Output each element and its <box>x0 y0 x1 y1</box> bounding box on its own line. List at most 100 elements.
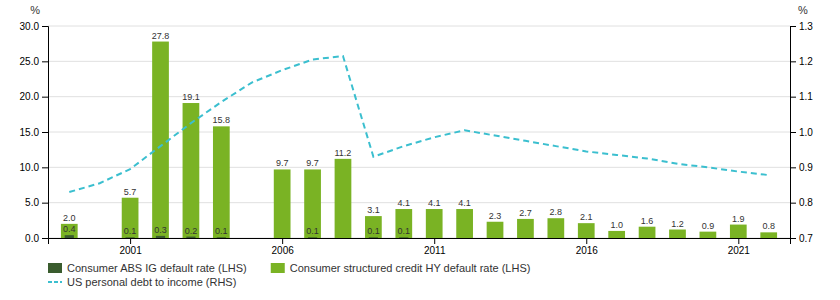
axis-line <box>42 27 49 239</box>
tick-label: 30.0 <box>20 21 40 32</box>
data-label: 11.2 <box>335 148 352 158</box>
tick-label: 15.0 <box>20 127 40 138</box>
tick: 25.0 <box>20 56 48 67</box>
data-label: 0.8 <box>762 221 775 231</box>
tick-mark <box>790 97 796 98</box>
tick: 1.2 <box>790 56 813 67</box>
tick-label: 2006 <box>272 245 295 256</box>
data-label: 5.7 <box>124 187 137 197</box>
tick-label: 2001 <box>119 245 142 256</box>
bar <box>399 237 408 238</box>
bar <box>669 230 686 238</box>
bar <box>730 225 747 238</box>
tick: 5.0 <box>25 197 48 208</box>
data-label: 2.0 <box>63 213 76 223</box>
tick: 2006 <box>272 238 295 256</box>
bar <box>760 232 777 238</box>
data-label: 1.9 <box>732 214 745 224</box>
axis-title: % <box>30 4 40 16</box>
tick: 0.7 <box>790 233 813 244</box>
bar <box>274 169 291 238</box>
bar <box>700 232 717 238</box>
data-label: 2.8 <box>550 207 563 217</box>
bar <box>608 231 625 238</box>
data-label: 0.1 <box>215 226 228 236</box>
tick: 1.1 <box>790 91 813 102</box>
data-label: 9.7 <box>276 158 289 168</box>
tick: 2021 <box>728 238 751 256</box>
tick-label: 0.9 <box>799 162 813 173</box>
bar <box>152 42 169 238</box>
tick: 0.0 <box>25 233 48 244</box>
data-label: 4.1 <box>398 198 411 208</box>
bar-series <box>65 235 409 238</box>
tick-label: 20.0 <box>20 91 40 102</box>
bar <box>304 169 321 238</box>
bar <box>61 224 78 238</box>
tick: 2001 <box>119 238 142 256</box>
bar <box>517 219 534 238</box>
tick: 15.0 <box>20 127 48 138</box>
tick: 2016 <box>576 238 599 256</box>
legend-swatch <box>271 263 285 273</box>
bar <box>487 222 504 238</box>
axis-line <box>49 239 791 245</box>
tick-label: 1.0 <box>799 127 813 138</box>
data-label: 4.1 <box>428 198 441 208</box>
bar <box>578 223 595 238</box>
tick: 0.8 <box>790 197 813 208</box>
x-axis: 2001 2006 2011 2016 2021 <box>49 238 791 256</box>
legend-swatch <box>48 263 62 273</box>
data-label: 9.7 <box>306 158 319 168</box>
tick-label: 1.3 <box>799 21 813 32</box>
legend-swatch <box>48 281 62 283</box>
data-label: 19.1 <box>182 92 200 102</box>
tick-label: 10.0 <box>20 162 40 173</box>
data-label: 2.7 <box>519 208 532 218</box>
axis-line <box>791 27 797 239</box>
data-label: 0.1 <box>398 226 411 236</box>
bar <box>365 216 382 238</box>
bar <box>395 209 412 238</box>
data-label: 0.3 <box>154 225 167 235</box>
line <box>69 56 768 192</box>
tick-mark <box>130 238 131 244</box>
legend-item: Consumer structured credit HY default ra… <box>271 262 531 274</box>
data-label: 0.1 <box>306 226 319 236</box>
data-label: 2.1 <box>580 212 593 222</box>
tick: 20.0 <box>20 91 48 102</box>
data-label: 3.1 <box>367 205 380 215</box>
tick: 1.0 <box>790 127 813 138</box>
data-label: 2.3 <box>489 211 502 221</box>
tick-mark <box>586 238 587 244</box>
tick-label: 2011 <box>424 245 446 256</box>
bar <box>213 126 230 238</box>
tick-label: 25.0 <box>20 56 40 67</box>
tick-mark <box>790 26 796 27</box>
tick-mark <box>42 167 48 168</box>
bar-series <box>61 42 777 238</box>
data-label: 4.1 <box>458 198 471 208</box>
grid-line <box>48 26 790 27</box>
tick: 30.0 <box>20 21 48 32</box>
tick-label: 0.0 <box>25 233 39 244</box>
bar <box>65 235 74 238</box>
bar <box>426 209 443 238</box>
tick-mark <box>42 97 48 98</box>
tick-label: 1.2 <box>799 56 813 67</box>
tick-label: 1.1 <box>799 91 813 102</box>
legend-item: Consumer ABS IG default rate (LHS) <box>48 262 247 274</box>
bar <box>217 237 226 238</box>
data-label: 0.1 <box>367 226 380 236</box>
bar <box>126 237 135 238</box>
tick-mark <box>738 238 739 244</box>
data-label: 0.9 <box>702 221 715 231</box>
legend-label: Consumer structured credit HY default ra… <box>290 262 531 274</box>
tick-mark <box>282 238 283 244</box>
data-label: 0.4 <box>63 224 76 234</box>
legend-label: US personal debt to income (RHS) <box>67 276 236 288</box>
legend-label: Consumer ABS IG default rate (LHS) <box>67 262 247 274</box>
tick-mark <box>42 26 48 27</box>
legend-item: US personal debt to income (RHS) <box>48 276 236 288</box>
tick-mark <box>42 61 48 62</box>
